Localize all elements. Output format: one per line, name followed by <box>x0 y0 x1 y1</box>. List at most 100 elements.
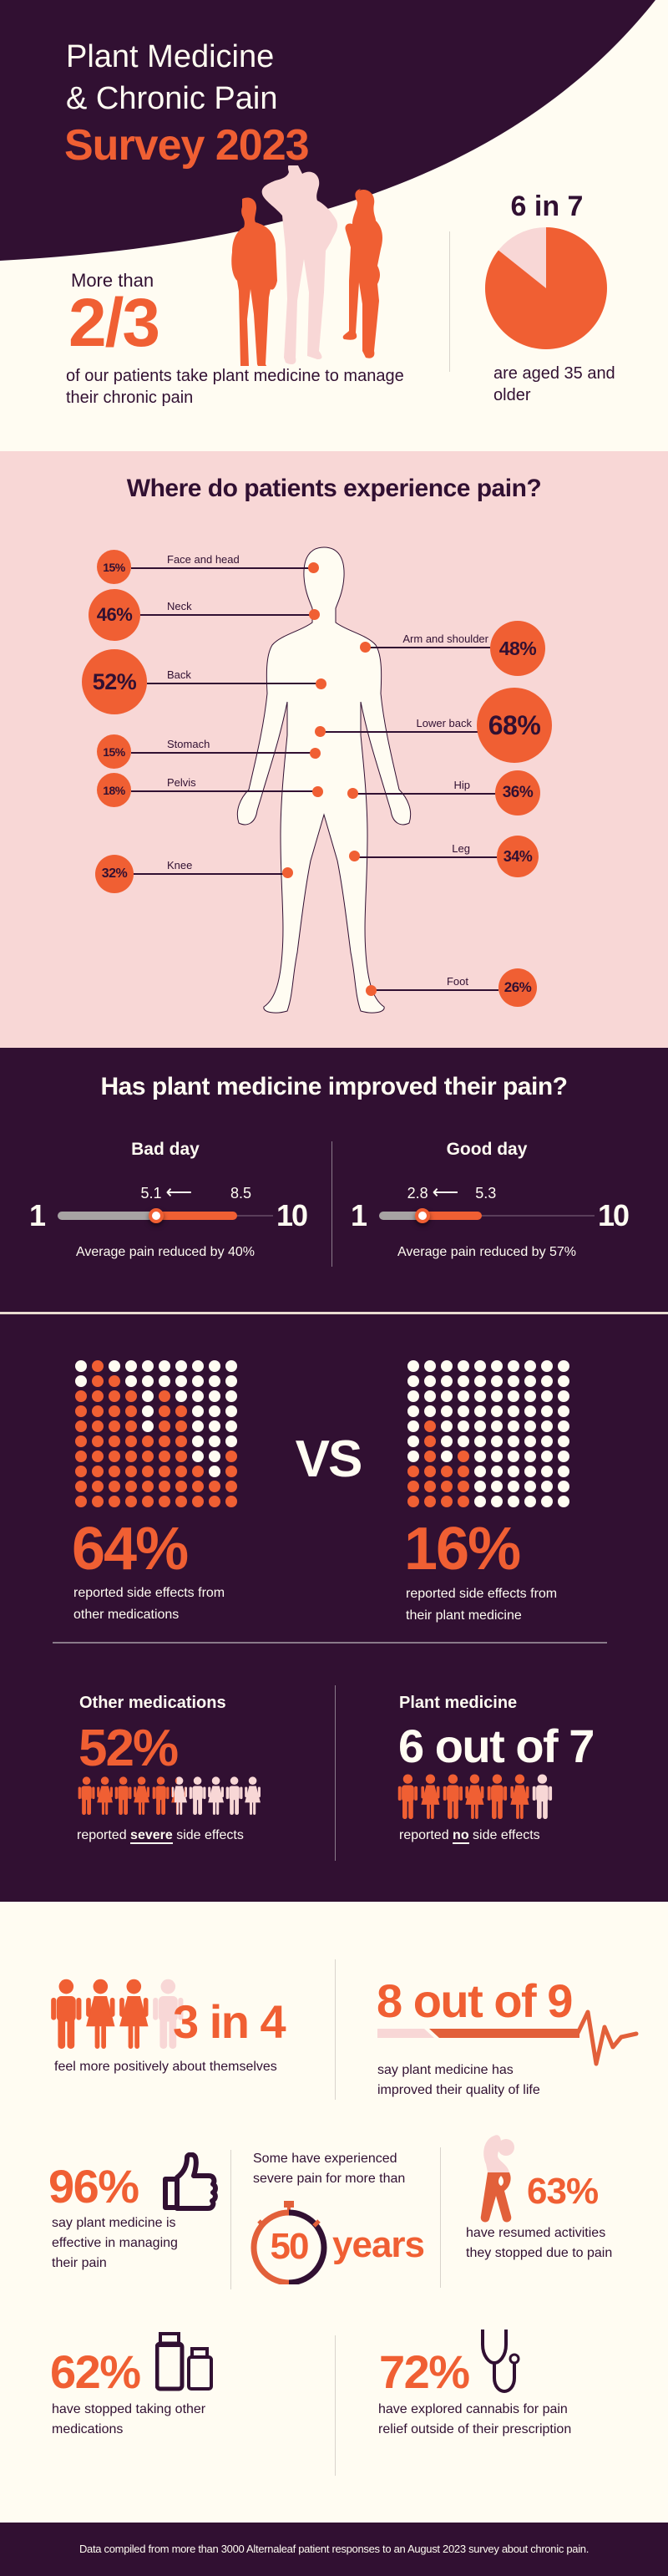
woman-icon <box>510 1774 529 1819</box>
man-icon <box>397 1774 418 1819</box>
dot-not-reported <box>75 1360 87 1372</box>
woman-icon <box>134 1776 150 1815</box>
dot-not-reported <box>508 1375 519 1387</box>
dot-reported <box>175 1481 187 1492</box>
dot-not-reported <box>458 1405 469 1417</box>
improvement-divider <box>331 1141 332 1267</box>
dot-not-reported <box>142 1375 154 1387</box>
dot-not-reported <box>407 1420 419 1432</box>
dot-reported <box>175 1451 187 1462</box>
stats-divider-4 <box>335 2335 336 2476</box>
dot-reported <box>159 1481 170 1492</box>
dot-reported <box>458 1496 469 1507</box>
dot-reported <box>225 1451 237 1462</box>
woman-icon <box>119 1979 149 2049</box>
good-pain-scale-track <box>379 1215 595 1217</box>
side-effects-vertical-divider <box>335 1685 336 1861</box>
pain-value-knee: 32% <box>95 855 134 893</box>
dot-not-reported <box>541 1420 553 1432</box>
dot-not-reported <box>524 1496 536 1507</box>
dot-reported <box>458 1481 469 1492</box>
stats-divider-2 <box>230 2150 231 2289</box>
dot-reported <box>125 1390 137 1402</box>
dot-not-reported <box>558 1405 569 1417</box>
dot-not-reported <box>524 1375 536 1387</box>
man-icon <box>488 1774 508 1819</box>
dot-reported <box>125 1466 137 1477</box>
dot-not-reported <box>491 1451 503 1462</box>
dot-not-reported <box>209 1360 220 1372</box>
dot-not-reported <box>175 1390 187 1402</box>
none-desc-post: side effects <box>468 1828 540 1842</box>
dot-reported <box>159 1435 170 1447</box>
pain-point-back <box>315 678 326 689</box>
pain-point-stomach <box>309 747 321 759</box>
dot-reported <box>175 1435 187 1447</box>
dot-not-reported <box>109 1360 120 1372</box>
pain-point-pelvis <box>311 785 323 797</box>
woman-icon <box>208 1776 225 1815</box>
dot-not-reported <box>225 1405 237 1417</box>
dot-reported <box>159 1451 170 1462</box>
pain-label-arm-and-shoulder: Arm and shoulder <box>402 633 488 645</box>
dot-not-reported <box>508 1420 519 1432</box>
dot-reported <box>92 1496 104 1507</box>
dot-not-reported <box>491 1466 503 1477</box>
woman-icon <box>421 1774 440 1819</box>
stat-age-description: are aged 35 and older <box>493 364 615 404</box>
stopped-value: 62% <box>50 2345 141 2398</box>
man-icon <box>225 1776 243 1815</box>
dot-not-reported <box>142 1390 154 1402</box>
improvement-title: Has plant medicine improved their pain? <box>100 1073 568 1100</box>
dot-reported <box>109 1481 120 1492</box>
dot-reported <box>424 1451 436 1462</box>
dot-not-reported <box>458 1390 469 1402</box>
dot-not-reported <box>159 1360 170 1372</box>
dot-reported <box>441 1496 453 1507</box>
dot-not-reported <box>209 1405 220 1417</box>
dot-reported <box>192 1496 204 1507</box>
dot-reported <box>175 1420 187 1432</box>
pie-slice-35-and-older <box>484 227 607 349</box>
pain-label-hip: Hip <box>453 779 470 791</box>
pain-label-lower-back: Lower back <box>416 717 472 729</box>
dot-not-reported <box>541 1360 553 1372</box>
stat-patients-description: of our patients take plant medicine to m… <box>66 367 404 407</box>
dot-not-reported <box>458 1420 469 1432</box>
dot-not-reported <box>458 1360 469 1372</box>
dot-reported <box>209 1481 220 1492</box>
man-icon <box>152 1776 170 1815</box>
dot-not-reported <box>491 1496 503 1507</box>
dot-reported <box>175 1496 187 1507</box>
dot-reported <box>424 1466 436 1477</box>
stats-section: 3 in 4 feel more positively about themse… <box>0 1902 668 2523</box>
hero-divider <box>449 231 450 372</box>
pain-value-back: 52% <box>82 649 147 714</box>
severe-desc-post: side effects <box>172 1828 244 1842</box>
dot-not-reported <box>541 1390 553 1402</box>
dot-not-reported <box>474 1420 486 1432</box>
dot-grid-plant-medicine <box>407 1360 574 1512</box>
other-side-effects-value: 64% <box>72 1516 189 1583</box>
woman-icon <box>245 1776 261 1815</box>
dot-not-reported <box>424 1360 436 1372</box>
other-side-effects-desc-1: reported side effects from <box>73 1586 225 1600</box>
dot-reported <box>109 1435 120 1447</box>
body-silhouette <box>236 546 412 1014</box>
explored-desc-1: have explored cannabis for pain <box>378 2402 568 2416</box>
good-remaining-pain-bar <box>379 1212 423 1220</box>
improvement-section: Has plant medicine improved their pain? … <box>0 1048 668 1312</box>
dot-reported <box>142 1466 154 1477</box>
dot-not-reported <box>558 1420 569 1432</box>
thumbs-up-icon <box>163 2152 218 2211</box>
bad-caption: Average pain reduced by 40% <box>75 1245 256 1259</box>
dot-not-reported <box>209 1390 220 1402</box>
explored-value: 72% <box>379 2345 470 2398</box>
dot-not-reported <box>558 1375 569 1387</box>
people-silhouettes-illustration <box>231 165 382 366</box>
severe-people-icons <box>78 1776 262 1816</box>
severe-value: 52% <box>78 1720 179 1777</box>
dot-reported <box>225 1481 237 1492</box>
pain-value-stomach: 15% <box>97 734 131 769</box>
pain-point-knee <box>281 866 293 878</box>
